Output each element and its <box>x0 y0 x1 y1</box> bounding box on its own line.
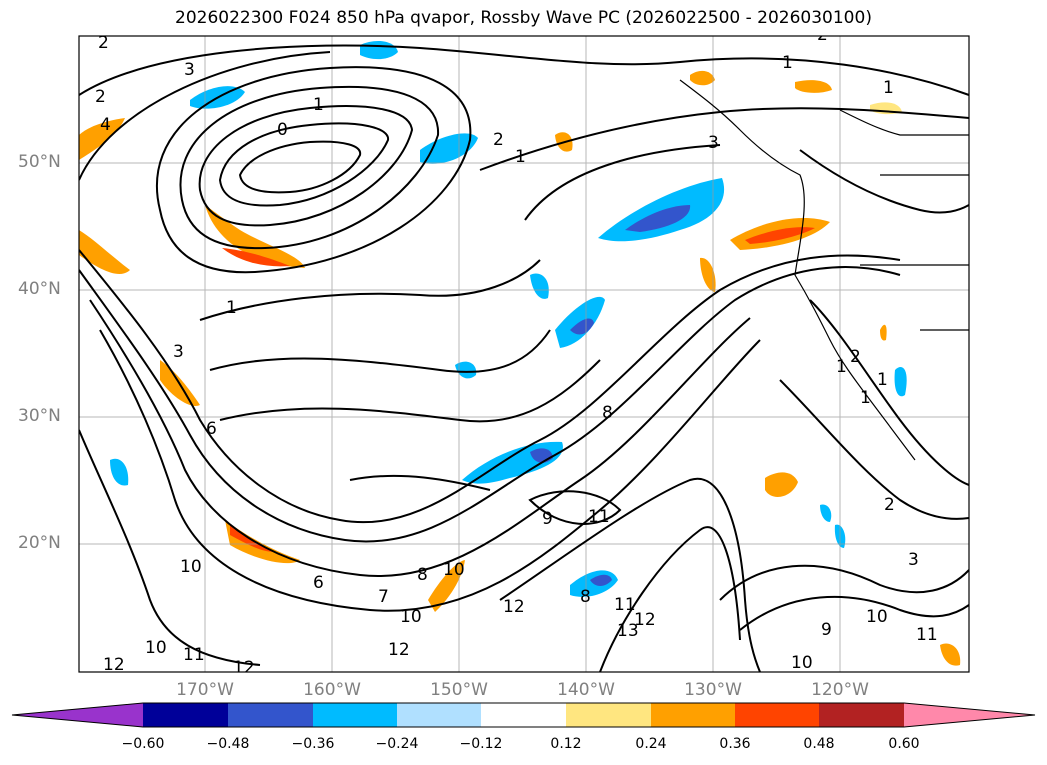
contour-label: 3 <box>173 342 184 362</box>
colorbar-extend-low <box>12 703 143 727</box>
colorbar-tick-label: 0.48 <box>803 736 835 752</box>
colorbar-tick-label: −0.12 <box>459 736 503 752</box>
contour-label: 10 <box>866 607 888 627</box>
colorbar-swatch <box>313 703 397 727</box>
contour-label: 12 <box>503 597 525 617</box>
contour-label: 2 <box>95 87 106 107</box>
contour-label: 7 <box>378 587 389 607</box>
contour-label: 8 <box>602 403 613 423</box>
contour-label: 12 <box>103 655 125 675</box>
contour-label: 1 <box>883 78 894 98</box>
contour-label: 12 <box>388 640 410 660</box>
contour-label: 1 <box>226 298 237 318</box>
contour-label: 8 <box>580 587 591 607</box>
contour-label: 10 <box>180 557 202 577</box>
lat-label: 30°N <box>18 406 61 426</box>
lon-label: 140°W <box>557 680 615 700</box>
contour-label: 2 <box>493 130 504 150</box>
map-content: 2 3 2 1 0 1 2 1 3 1 1 3 2 4 6 8 9 10 11 … <box>79 25 969 678</box>
contour-label: 9 <box>821 620 832 640</box>
lon-label: 160°W <box>303 680 361 700</box>
colorbar-tick-label: −0.36 <box>291 736 335 752</box>
colorbar-outline <box>11 702 1036 728</box>
map-background <box>79 36 969 672</box>
contour-label-group: 2 3 2 1 0 1 2 1 3 1 1 3 2 4 6 8 9 10 11 … <box>95 25 938 678</box>
contour-label: 9 <box>542 509 553 529</box>
contour-label: 3 <box>908 550 919 570</box>
lon-label: 120°W <box>811 680 869 700</box>
contour-label: 11 <box>588 507 610 527</box>
lat-label: 50°N <box>18 152 61 172</box>
colorbar-swatch <box>397 703 481 727</box>
map-title: 2026022300 F024 850 hPa qvapor, Rossby W… <box>175 8 872 28</box>
contour-label: 6 <box>206 419 217 439</box>
contour-label: 10 <box>443 560 465 580</box>
contour-label: 1 <box>313 95 324 115</box>
colorbar-tick-label: −0.24 <box>375 736 419 752</box>
colorbar-tick-label: 0.36 <box>719 736 751 752</box>
colorbar-tick-label: 0.24 <box>635 736 667 752</box>
colorbar-tick-label: −0.60 <box>121 736 165 752</box>
contour-label: 6 <box>313 573 324 593</box>
colorbar-swatch <box>566 703 651 727</box>
contour-label: 11 <box>916 625 938 645</box>
contour-label: 8 <box>417 565 428 585</box>
contour-label: 2 <box>817 25 828 45</box>
contour-label: 10 <box>145 638 167 658</box>
lat-label: 40°N <box>18 279 61 299</box>
contour-label: 12 <box>233 658 255 678</box>
contour-label: 3 <box>708 133 719 153</box>
colorbar-swatch <box>143 703 228 727</box>
contour-label: 1 <box>877 370 888 390</box>
contour-label: 13 <box>617 621 639 641</box>
contour-label: 1 <box>836 357 847 377</box>
colorbar-tick-label: 0.12 <box>550 736 582 752</box>
map-frame <box>78 35 970 673</box>
lon-label: 150°W <box>430 680 488 700</box>
contour-label: 2 <box>98 33 109 53</box>
lon-label: 170°W <box>176 680 234 700</box>
contour-label: 4 <box>100 115 111 135</box>
colorbar-tick-label: 0.60 <box>888 736 920 752</box>
contour-label: 2 <box>850 347 861 367</box>
colorbar-swatch <box>228 703 313 727</box>
colorbar-swatch <box>735 703 819 727</box>
contour-label: 2 <box>884 495 895 515</box>
contour-label: 1 <box>860 388 871 408</box>
contour-label: 1 <box>782 53 793 73</box>
contour-label: 10 <box>400 607 422 627</box>
contour-label: 11 <box>614 595 636 615</box>
colorbar <box>11 702 1036 728</box>
colorbar-swatch <box>819 703 904 727</box>
coastline <box>679 79 969 461</box>
contour-label: 3 <box>184 60 195 80</box>
contour-label: 0 <box>277 120 288 140</box>
lat-label: 20°N <box>18 533 61 553</box>
colorbar-extend-high <box>904 703 1035 727</box>
contour-label: 11 <box>183 645 205 665</box>
colorbar-swatch <box>651 703 735 727</box>
contour-label: 10 <box>791 653 813 673</box>
contour-label: 12 <box>634 610 656 630</box>
contour-label: 1 <box>515 147 526 167</box>
lon-label: 130°W <box>684 680 742 700</box>
colorbar-swatch <box>481 703 566 727</box>
colorbar-tick-label: −0.48 <box>206 736 250 752</box>
